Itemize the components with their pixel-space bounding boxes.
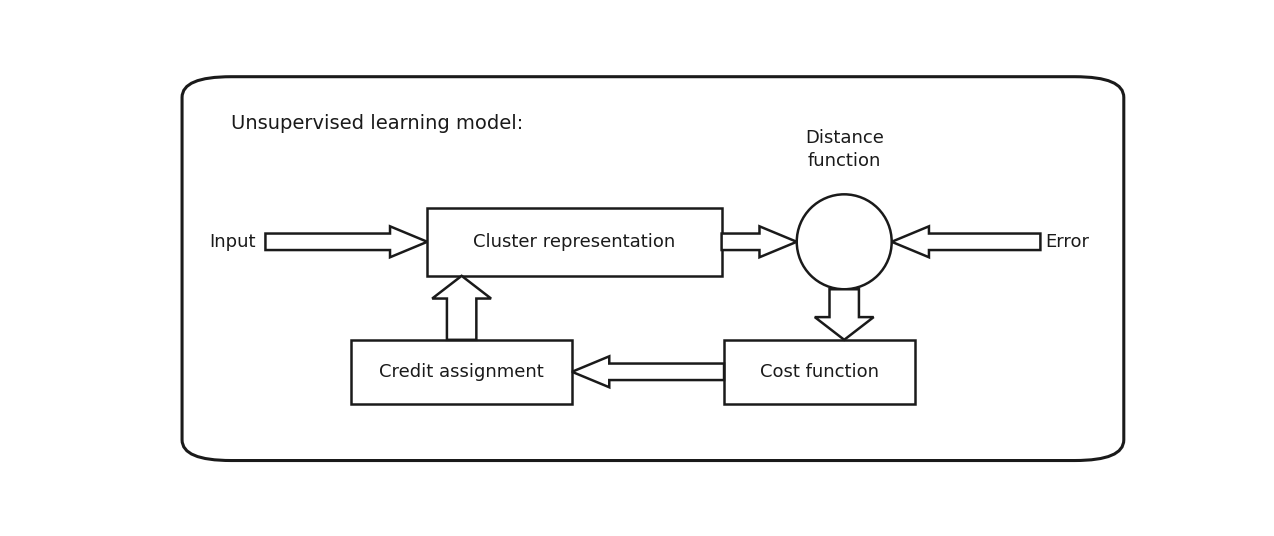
Text: Cluster representation: Cluster representation: [474, 233, 675, 251]
Text: Error: Error: [1045, 233, 1089, 251]
Bar: [427, 208, 721, 276]
Circle shape: [796, 195, 892, 289]
Text: Credit assignment: Credit assignment: [380, 363, 544, 381]
FancyBboxPatch shape: [182, 77, 1124, 460]
Text: Input: Input: [209, 233, 256, 251]
Text: Distance
function: Distance function: [805, 129, 884, 169]
Polygon shape: [815, 289, 874, 340]
Text: Cost function: Cost function: [761, 363, 879, 381]
Polygon shape: [432, 276, 490, 340]
Polygon shape: [721, 226, 796, 257]
Polygon shape: [265, 226, 427, 257]
Polygon shape: [572, 356, 724, 388]
Bar: [352, 340, 572, 404]
Text: Unsupervised learning model:: Unsupervised learning model:: [231, 114, 524, 133]
Polygon shape: [892, 226, 1041, 257]
Bar: [724, 340, 915, 404]
